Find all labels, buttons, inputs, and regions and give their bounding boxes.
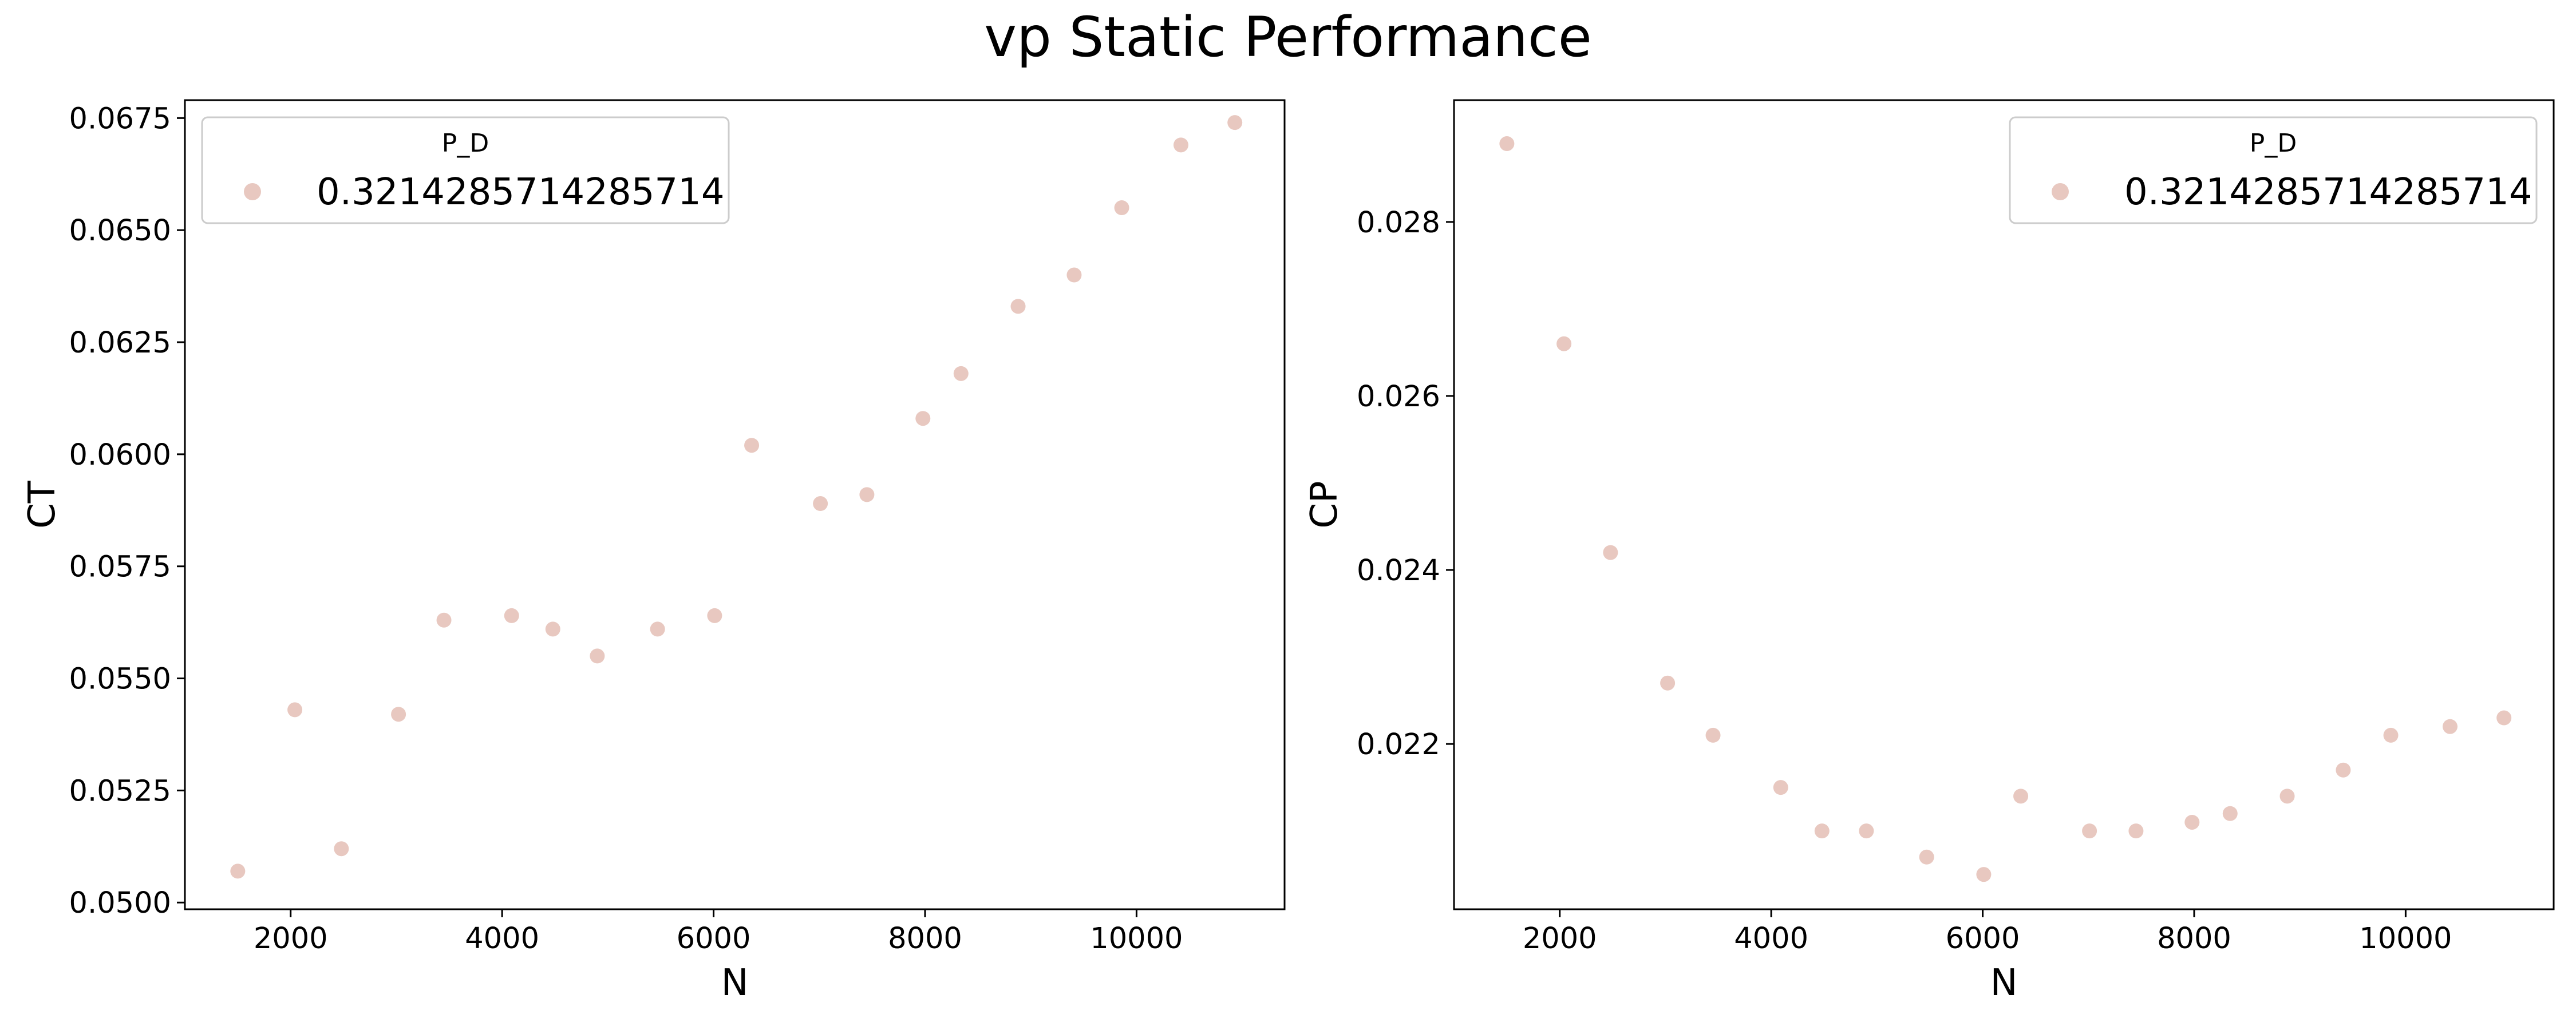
data-point xyxy=(1173,137,1188,153)
x-tick-label: 4000 xyxy=(465,922,539,956)
data-point xyxy=(287,702,303,718)
y-tick-label: 0.0675 xyxy=(69,102,171,136)
data-point xyxy=(2383,727,2399,743)
data-point xyxy=(2013,789,2029,804)
x-tick-label: 10000 xyxy=(1090,922,1183,956)
data-point xyxy=(1859,823,1874,839)
legend-entry-label: 0.3214285714285714 xyxy=(317,171,725,213)
data-point xyxy=(1814,823,1830,839)
legend-box xyxy=(201,116,730,224)
data-point xyxy=(859,487,875,502)
data-point xyxy=(334,841,349,857)
data-point xyxy=(2128,823,2144,839)
axes-frame xyxy=(1453,99,2555,910)
y-axis-label: CP xyxy=(1303,481,1346,528)
y-axis-label: CT xyxy=(21,480,64,529)
legend: P_D 0.3214285714285714 xyxy=(201,116,730,224)
chart-cp: 2000 4000 6000 8000 10000 0.022 0.024 0.026 0.02… xyxy=(1303,99,2555,1004)
axes-frame xyxy=(184,99,1286,910)
data-point xyxy=(2496,710,2512,726)
data-point xyxy=(2279,789,2295,804)
data-point xyxy=(545,621,560,637)
data-point xyxy=(1976,867,1992,882)
x-tick-label: 10000 xyxy=(2359,922,2452,956)
data-point xyxy=(2082,823,2097,839)
data-point xyxy=(230,863,246,879)
figure-title: vp Static Performance xyxy=(984,5,1592,69)
data-point xyxy=(1227,115,1243,130)
data-point xyxy=(953,366,969,381)
data-point xyxy=(1556,336,1572,351)
data-point xyxy=(391,707,406,722)
y-tick-label: 0.024 xyxy=(1357,554,1440,588)
y-tick-label: 0.0600 xyxy=(69,438,171,472)
legend-marker xyxy=(244,183,261,200)
y-tick-label: 0.028 xyxy=(1357,206,1440,240)
x-tick-label: 2000 xyxy=(254,922,328,956)
y-tick-label: 0.0500 xyxy=(69,886,171,920)
x-tick-label: 2000 xyxy=(1523,922,1597,956)
data-point xyxy=(744,438,760,453)
legend: P_D 0.3214285714285714 xyxy=(2009,116,2538,224)
legend-box xyxy=(2009,116,2538,224)
x-axis-label: N xyxy=(1990,962,2018,1004)
data-point xyxy=(813,496,828,512)
data-point xyxy=(915,411,931,426)
x-tick-label: 8000 xyxy=(2157,922,2231,956)
data-point xyxy=(2442,719,2458,734)
x-tick-label: 4000 xyxy=(1734,922,1808,956)
data-point xyxy=(1705,727,1721,743)
data-point xyxy=(1066,267,1082,283)
y-tick-label: 0.022 xyxy=(1357,728,1440,762)
data-point xyxy=(504,608,519,623)
y-tick-label: 0.0575 xyxy=(69,550,171,584)
x-axis-label: N xyxy=(721,962,749,1004)
data-point xyxy=(1603,545,1618,560)
data-point xyxy=(2222,806,2238,821)
legend-marker xyxy=(2052,183,2069,200)
y-tick-label: 0.0525 xyxy=(69,774,171,808)
data-point xyxy=(707,608,722,623)
data-point xyxy=(436,612,452,628)
data-point xyxy=(590,648,605,664)
y-tick-label: 0.0550 xyxy=(69,663,171,696)
x-tick-label: 6000 xyxy=(1946,922,2020,956)
data-point xyxy=(1010,299,1026,314)
legend-entry-label: 0.3214285714285714 xyxy=(2124,171,2532,213)
data-point xyxy=(1660,675,1676,691)
legend-title: P_D xyxy=(442,129,489,158)
data-point xyxy=(1499,136,1515,152)
y-tick-label: 0.0650 xyxy=(69,214,171,248)
chart-ct: 2000 4000 6000 8000 10000 0.0500 0.0525 0.0550 0… xyxy=(21,99,1286,1004)
data-point xyxy=(1773,780,1788,795)
data-point xyxy=(2336,762,2351,778)
legend-title: P_D xyxy=(2250,129,2297,158)
x-tick-label: 6000 xyxy=(677,922,751,956)
y-tick-label: 0.0625 xyxy=(69,326,171,360)
data-point xyxy=(1114,200,1129,216)
data-point xyxy=(2184,814,2200,830)
x-tick-label: 8000 xyxy=(888,922,962,956)
data-point xyxy=(1919,849,1934,865)
y-tick-label: 0.026 xyxy=(1357,380,1440,414)
data-point xyxy=(650,621,665,637)
